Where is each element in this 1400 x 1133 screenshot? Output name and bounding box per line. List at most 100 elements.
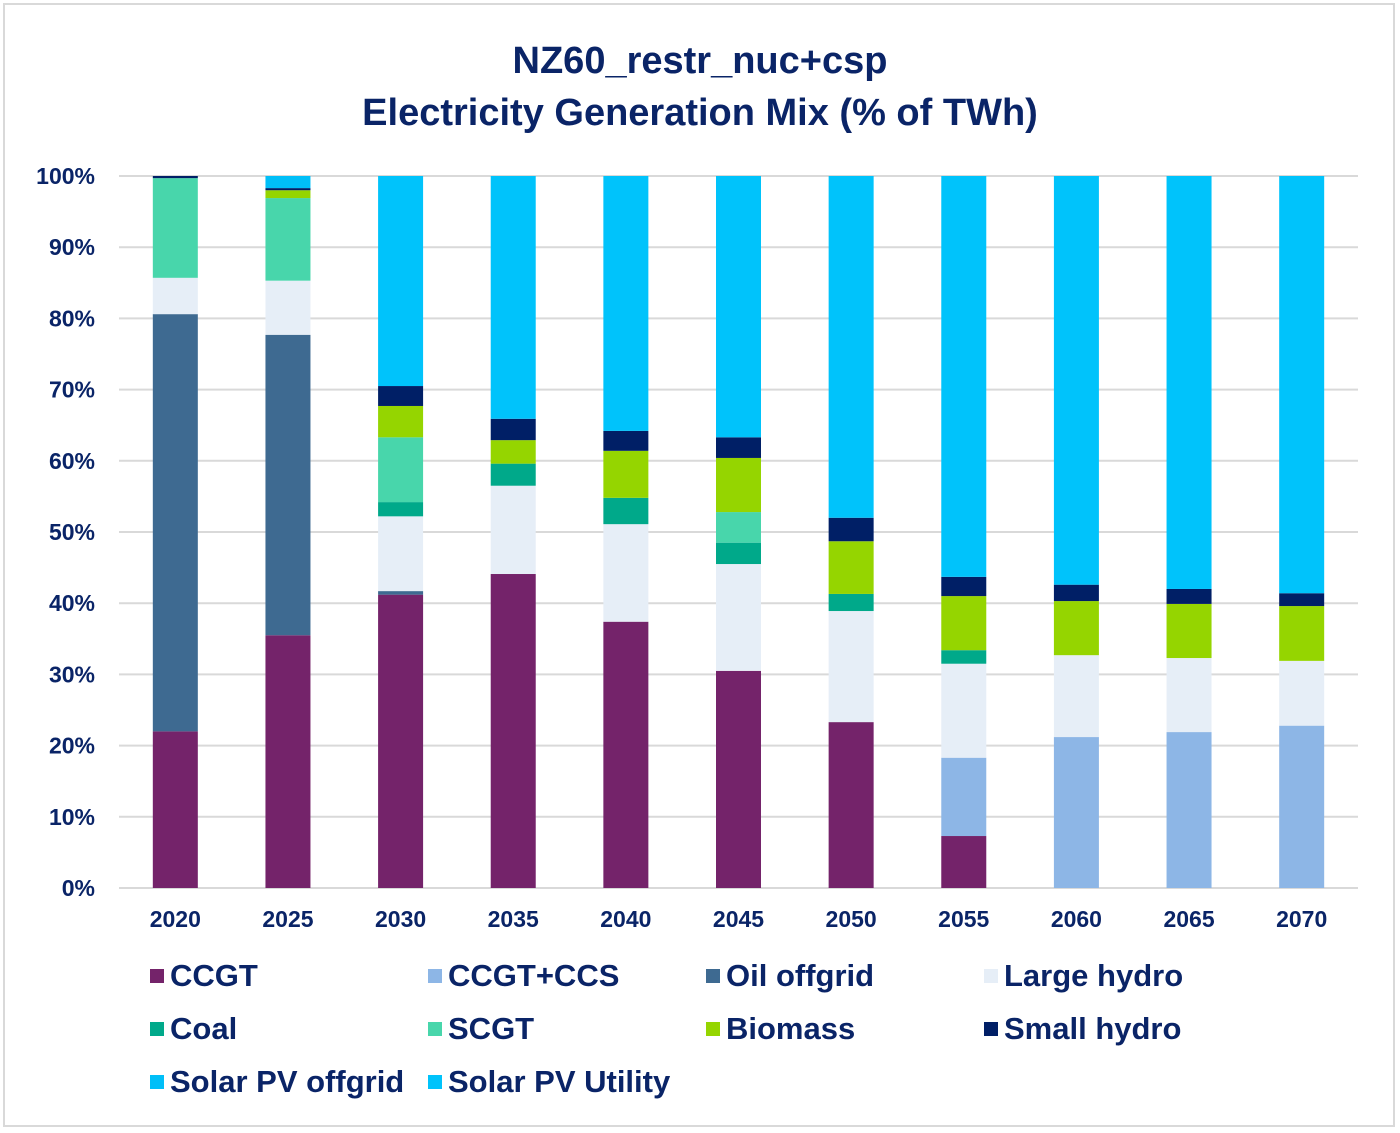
bar-segment-large-hydro-2025 <box>265 280 311 335</box>
x-tick-label: 2065 <box>1163 906 1214 932</box>
x-tick-label: 2035 <box>488 906 539 932</box>
bar-segment-ccgt-2050 <box>828 722 874 888</box>
bar-segment-solar-pv-utility-2055 <box>941 176 987 577</box>
bar-segment-biomass-2065 <box>1166 603 1212 659</box>
bar-segment-large-hydro-2060 <box>1053 655 1099 738</box>
bar-segment-large-hydro-2045 <box>716 564 761 671</box>
y-tick-label: 100% <box>36 163 95 189</box>
bar-segment-small-hydro-2070 <box>1279 593 1325 607</box>
legend-swatch <box>150 969 164 983</box>
x-tick-label: 2025 <box>262 906 313 932</box>
bar-segment-biomass-2035 <box>490 440 536 464</box>
bar-segment-small-hydro-2040 <box>603 430 649 451</box>
bar-segment-biomass-2055 <box>941 596 987 651</box>
x-tick-label: 2020 <box>150 906 201 932</box>
legend-item: Solar PV offgrid <box>150 1064 404 1100</box>
legend-swatch <box>150 1022 164 1036</box>
bar-segment-biomass-2045 <box>716 457 761 513</box>
legend-label: Solar PV Utility <box>448 1064 671 1099</box>
bar-segment-scgt-2025 <box>265 198 311 281</box>
x-tick-label: 2055 <box>938 906 989 932</box>
bar-segment-large-hydro-2030 <box>378 516 424 592</box>
bar-segment-oil-offgrid-2025 <box>265 334 311 636</box>
bar-segment-solar-pv-utility-2070 <box>1279 176 1325 594</box>
legend-label: Solar PV offgrid <box>170 1064 405 1099</box>
bar-segment-biomass-2070 <box>1279 606 1325 661</box>
bar-segment-ccgt-2040 <box>603 621 649 888</box>
bar-segment-small-hydro-2020 <box>152 176 198 179</box>
legend-swatch <box>984 1022 998 1036</box>
bar-segment-large-hydro-2055 <box>941 663 987 758</box>
bar-segment-ccgt-2020 <box>152 731 198 888</box>
bar-segment-solar-pv-utility-2050 <box>828 176 874 518</box>
legend-label: Large hydro <box>1004 958 1184 993</box>
bar-segment-small-hydro-2065 <box>1166 588 1212 604</box>
bar-segment-large-hydro-2050 <box>828 611 874 723</box>
bar-segment-small-hydro-2025 <box>265 188 311 191</box>
chart-subtitle: Electricity Generation Mix (% of TWh) <box>362 92 1038 134</box>
bar-segment-coal-2045 <box>716 542 761 565</box>
legend-item: Biomass <box>706 1011 855 1047</box>
bar-segment-oil-offgrid-2030 <box>378 591 424 595</box>
bars <box>152 176 1325 888</box>
legend-label: Coal <box>170 1011 238 1046</box>
bar-segment-coal-2055 <box>941 650 987 664</box>
legend-item: SCGT <box>428 1011 534 1047</box>
bar-segment-biomass-2025 <box>265 190 311 199</box>
bar-segment-solar-pv-utility-2030 <box>378 176 424 387</box>
legend-label: Biomass <box>726 1011 856 1046</box>
bar-segment-coal-2050 <box>828 593 874 612</box>
x-axis-ticks: 2020 2025 2030 2035 2040 2045 2050 2055 2060 2065… <box>150 906 1328 932</box>
bar-segment-coal-2030 <box>378 502 424 517</box>
bar-segment-scgt-2045 <box>716 512 761 543</box>
bar-segment-small-hydro-2045 <box>716 437 761 458</box>
bar-segment-biomass-2060 <box>1053 601 1099 656</box>
legend-label: Small hydro <box>1004 1011 1182 1046</box>
bar-segment-small-hydro-2055 <box>941 576 987 597</box>
bar-segment-small-hydro-2060 <box>1053 584 1099 602</box>
bar-segment-ccgt-2055 <box>941 836 987 888</box>
bar-segment-small-hydro-2030 <box>378 386 424 406</box>
y-tick-label: 90% <box>49 234 95 260</box>
bar-segment-solar-pv-utility-2035 <box>490 176 536 419</box>
legend-swatch <box>706 969 720 983</box>
legend-item: Solar PV Utility <box>428 1064 670 1100</box>
bar-segment-solar-pv-offgrid-2025 <box>265 176 311 189</box>
y-tick-label: 10% <box>49 804 95 830</box>
y-tick-label: 30% <box>49 661 95 687</box>
legend-item: Large hydro <box>984 958 1183 994</box>
legend-label: CCGT <box>170 958 258 993</box>
legend-swatch <box>428 1075 442 1089</box>
bar-segment-scgt-2030 <box>378 437 424 503</box>
legend-swatch <box>150 1075 164 1089</box>
bar-segment-large-hydro-2020 <box>152 277 198 315</box>
y-tick-label: 70% <box>49 377 95 403</box>
legend-swatch <box>706 1022 720 1036</box>
bar-segment-ccgt-ccs-2065 <box>1166 732 1212 888</box>
bar-segment-biomass-2030 <box>378 405 424 438</box>
bar-segment-solar-pv-utility-2045 <box>716 176 761 438</box>
bar-segment-coal-2040 <box>603 497 649 525</box>
x-tick-label: 2050 <box>826 906 877 932</box>
bar-segment-solar-pv-utility-2065 <box>1166 176 1212 589</box>
legend-label: CCGT+CCS <box>448 958 620 993</box>
y-tick-label: 20% <box>49 733 95 759</box>
bar-segment-scgt-2020 <box>152 178 198 278</box>
bar-segment-large-hydro-2035 <box>490 485 536 575</box>
legend-item: Oil offgrid <box>706 958 874 994</box>
bar-segment-large-hydro-2040 <box>603 524 649 622</box>
bar-segment-small-hydro-2050 <box>828 517 874 542</box>
x-tick-label: 2060 <box>1051 906 1102 932</box>
bar-segment-ccgt-2035 <box>490 574 536 888</box>
bar-segment-ccgt-ccs-2060 <box>1053 737 1099 888</box>
bar-segment-solar-pv-utility-2060 <box>1053 176 1099 585</box>
bar-segment-biomass-2050 <box>828 541 874 594</box>
x-tick-label: 2040 <box>600 906 651 932</box>
legend-item: CCGT+CCS <box>428 958 619 994</box>
legend-swatch <box>428 969 442 983</box>
x-tick-label: 2045 <box>713 906 764 932</box>
y-tick-label: 0% <box>62 875 95 901</box>
y-tick-label: 80% <box>49 305 95 331</box>
x-tick-label: 2030 <box>375 906 426 932</box>
bar-segment-solar-pv-utility-2040 <box>603 176 649 431</box>
